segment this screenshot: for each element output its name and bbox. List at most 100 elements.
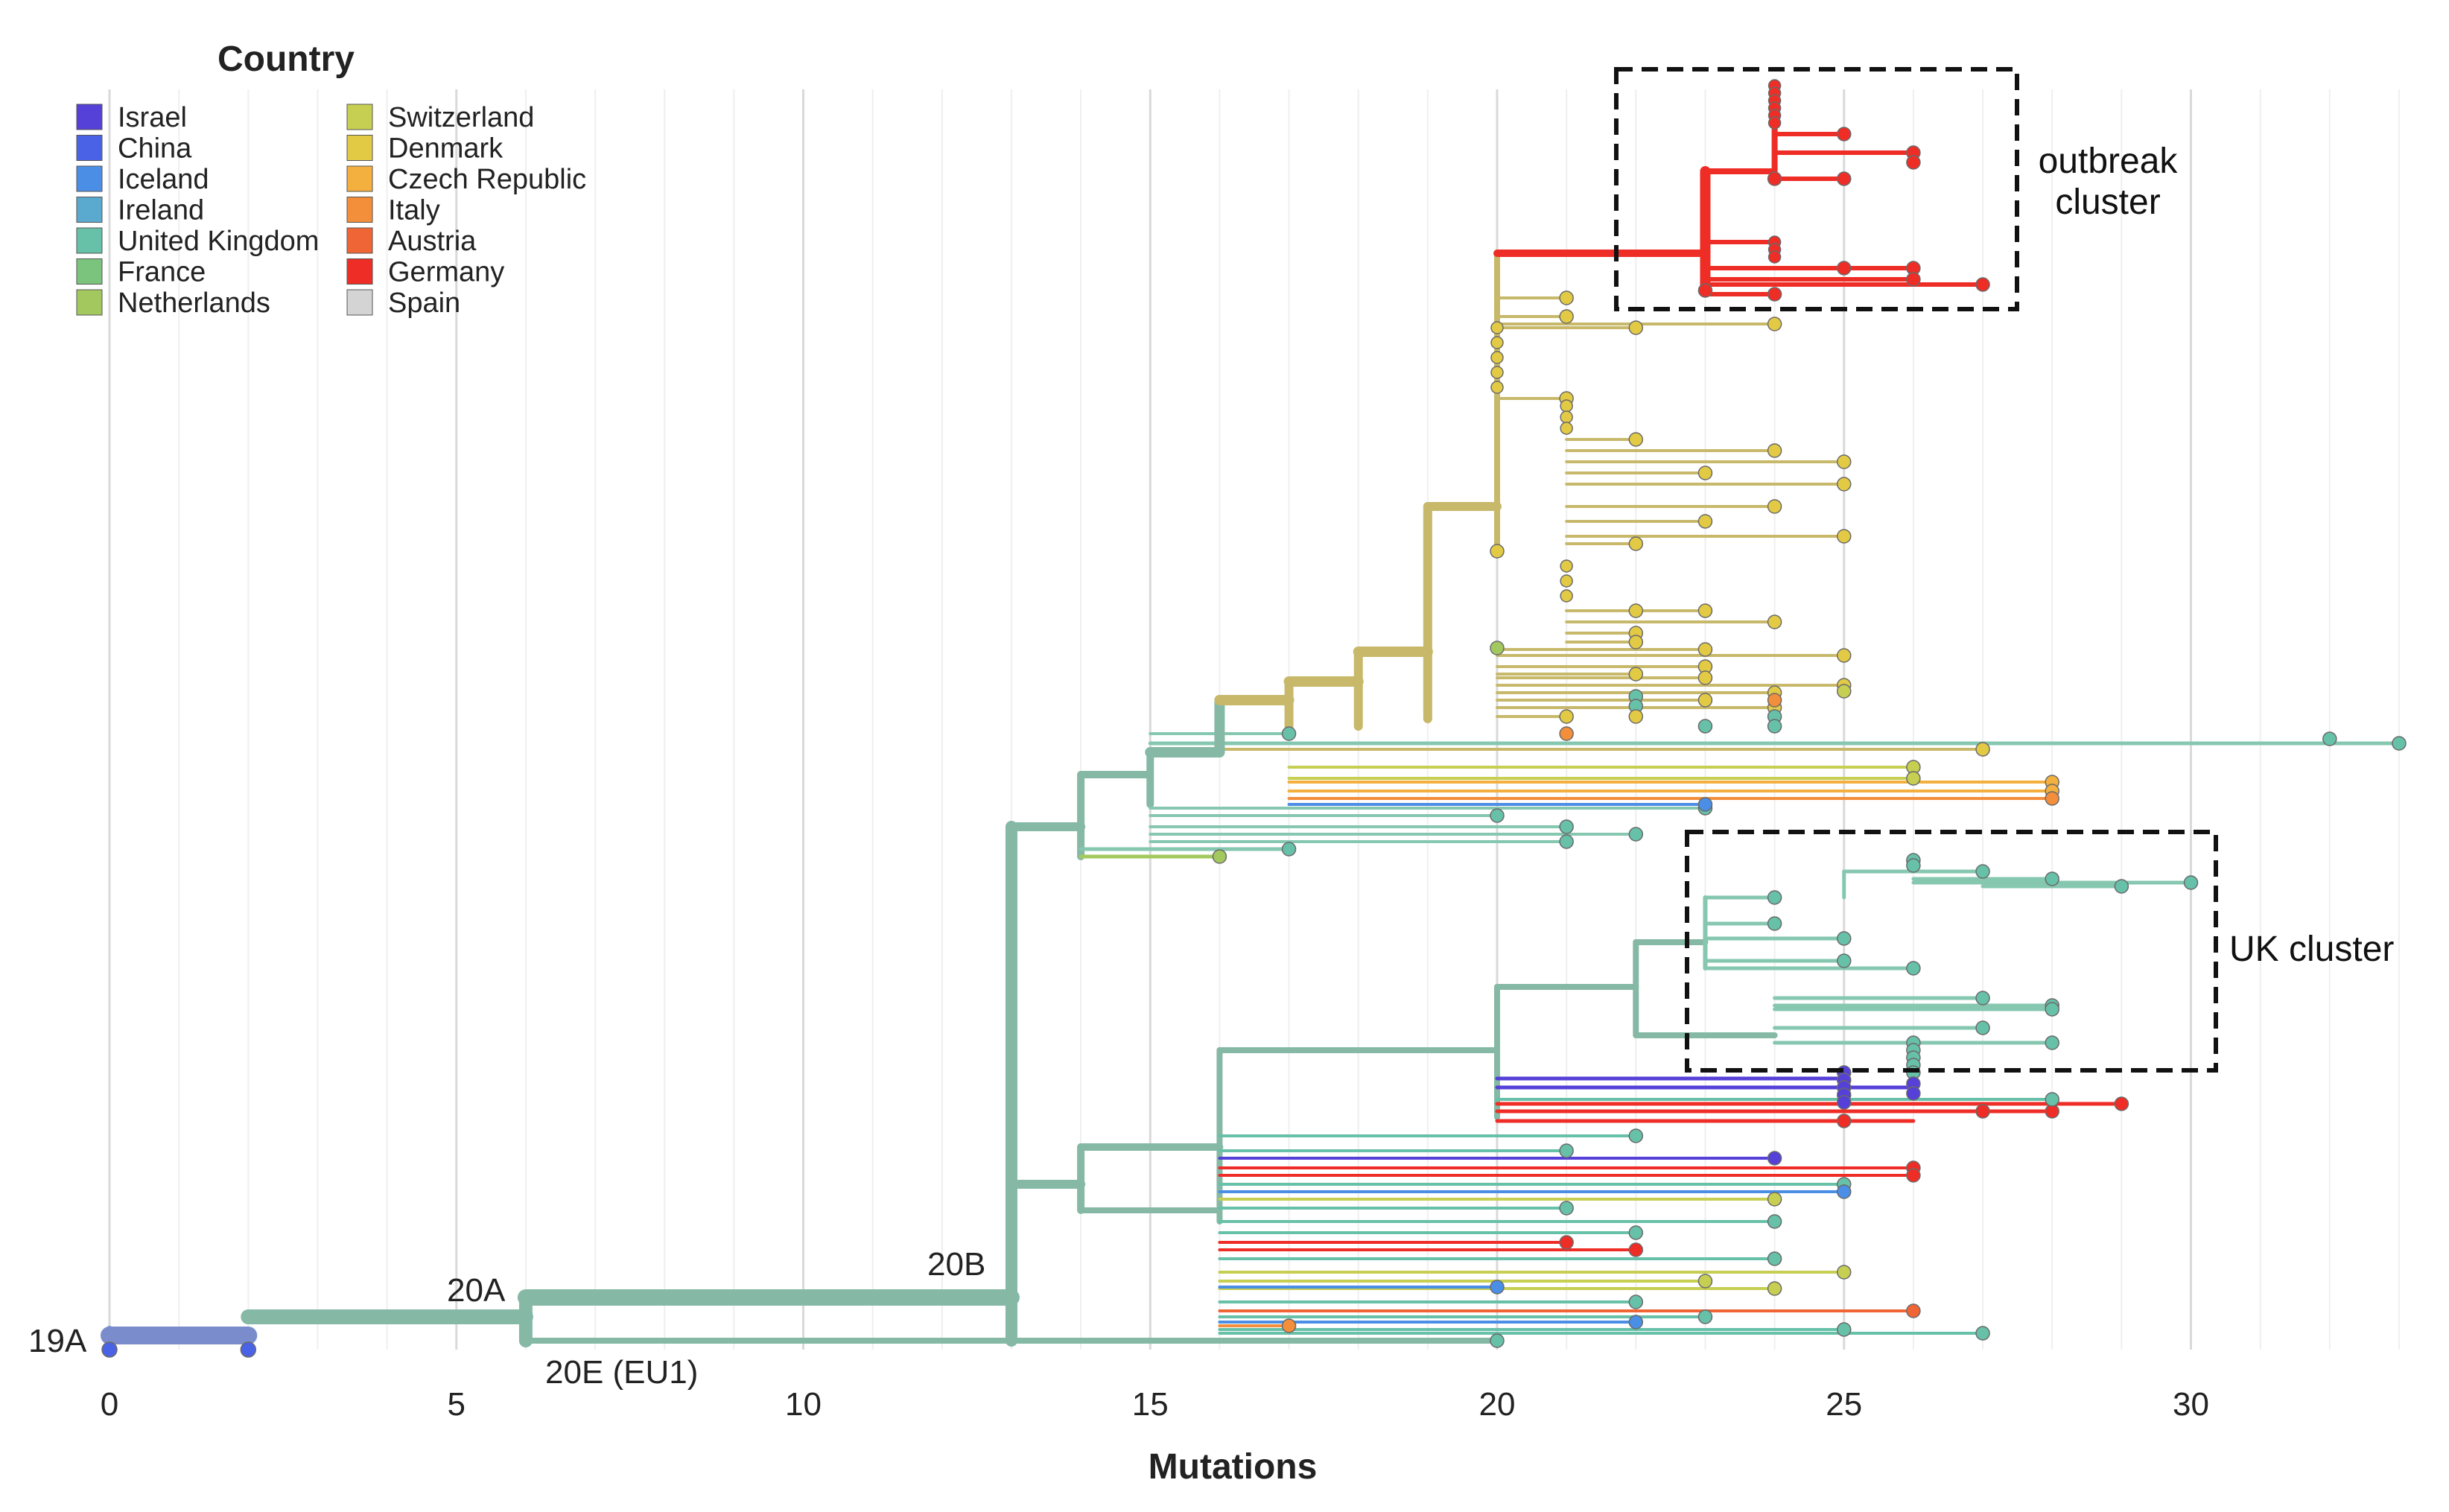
tree-tip xyxy=(1975,1326,1990,1341)
tree-tip xyxy=(1975,277,1990,292)
tree-tip xyxy=(1559,290,1574,305)
tree-tip xyxy=(1837,1265,1852,1280)
tree-tip xyxy=(1559,834,1574,849)
tree-tip xyxy=(1767,1151,1782,1166)
tree-tip xyxy=(1837,127,1852,142)
tree-tips xyxy=(101,79,2407,1358)
tree-tip xyxy=(1490,808,1505,823)
legend-swatch xyxy=(346,197,373,223)
tree-tip xyxy=(1906,858,1921,873)
legend-swatch xyxy=(346,227,373,254)
legend-swatch xyxy=(346,135,373,161)
tree-tip xyxy=(1628,667,1644,682)
tree-tip xyxy=(2114,1096,2129,1111)
tree-tip xyxy=(1837,684,1852,699)
tree-tip xyxy=(1975,1104,1990,1119)
tree-tip xyxy=(1767,1251,1782,1266)
tree-tip xyxy=(1975,864,1990,879)
tree-tip xyxy=(1281,726,1297,741)
tree-tip xyxy=(1906,155,1921,170)
legend: Country IsraelChinaIcelandIrelandUnited … xyxy=(76,39,586,319)
tree-tip xyxy=(1560,559,1573,573)
legend-swatch xyxy=(346,104,373,130)
tree-tip xyxy=(1628,1225,1644,1240)
tree-tip xyxy=(1697,719,1713,734)
tree-tip xyxy=(1628,1242,1644,1257)
legend-label: Denmark xyxy=(388,133,504,165)
x-tick-label: 10 xyxy=(785,1386,822,1423)
tree-tip xyxy=(1628,635,1644,649)
tree-tip xyxy=(1697,642,1713,657)
tree-tip xyxy=(1559,1143,1574,1158)
tree-tip xyxy=(1767,499,1782,514)
legend-title: Country xyxy=(217,39,355,79)
legend-swatch xyxy=(76,104,103,130)
tree-tip xyxy=(101,1341,118,1358)
tree-tip xyxy=(1628,1295,1644,1309)
x-tick-label: 15 xyxy=(1132,1386,1169,1423)
tree-tip xyxy=(1490,1280,1505,1295)
tree-tip xyxy=(1837,1095,1852,1110)
tree-tip xyxy=(1837,171,1852,186)
tree-tip xyxy=(1490,336,1504,349)
tree-tip xyxy=(1628,709,1644,724)
tree-tip xyxy=(2045,1092,2059,1107)
tree-tip xyxy=(1767,317,1782,331)
tree-tip xyxy=(1697,603,1713,618)
tree-tip xyxy=(1975,1020,1990,1035)
tree-tip xyxy=(1628,827,1644,842)
tree-tip xyxy=(1628,1315,1644,1330)
legend-label: Israel xyxy=(118,102,187,133)
tree-branches xyxy=(101,83,2401,1354)
legend-swatch xyxy=(346,258,373,285)
legend-label: Spain xyxy=(388,288,460,319)
tree-tip xyxy=(1697,797,1713,812)
tree-tip xyxy=(1490,1333,1505,1348)
tree-tip xyxy=(2392,736,2407,751)
tree-tip xyxy=(1767,116,1782,130)
tree-tip xyxy=(1837,648,1852,663)
legend-swatch xyxy=(76,258,103,285)
legend-swatch xyxy=(76,135,103,161)
x-tick-label: 30 xyxy=(2173,1386,2209,1423)
tree-tip xyxy=(1628,320,1644,335)
tree-tip xyxy=(1906,771,1921,786)
tree-tip xyxy=(1837,529,1852,544)
outbreak-cluster-box xyxy=(1614,67,2019,311)
tree-tip xyxy=(1906,1168,1921,1183)
tree-tip xyxy=(1560,399,1573,413)
tree-tip xyxy=(1628,1128,1644,1143)
tree-tip xyxy=(1767,250,1782,264)
tree-tip xyxy=(1697,670,1713,685)
tree-tip xyxy=(1697,466,1713,480)
tree-tip xyxy=(1490,641,1505,655)
tree-tip xyxy=(1628,432,1644,447)
x-tick-label: 20 xyxy=(1479,1386,1516,1423)
outbreak-cluster-label-line1: outbreak xyxy=(2039,142,2179,181)
tree-tip xyxy=(1767,916,1782,931)
tree-tip xyxy=(1212,849,1227,864)
x-tick-label: 25 xyxy=(1826,1386,1862,1423)
tree-tip xyxy=(1490,381,1504,394)
legend-swatch xyxy=(346,165,373,192)
uk-cluster-label: UK cluster xyxy=(2229,930,2394,969)
x-axis: 0 5 10 15 20 25 30 xyxy=(101,1386,2209,1423)
tree-tip xyxy=(1767,287,1782,302)
legend-label: China xyxy=(118,133,192,165)
tree-tip xyxy=(1837,953,1852,968)
tree-tip xyxy=(1767,1214,1782,1229)
tree-tip xyxy=(1767,171,1782,186)
tree-tip xyxy=(1697,1274,1713,1289)
tree-tip xyxy=(1767,1192,1782,1207)
legend-swatch xyxy=(76,197,103,223)
tree-tip xyxy=(240,1341,257,1358)
tree-tip xyxy=(1490,351,1504,364)
legend-label: Czech Republic xyxy=(388,164,586,195)
tree-tip xyxy=(1697,693,1713,708)
outbreak-cluster-label-line2: cluster xyxy=(2055,182,2160,222)
tree-tip xyxy=(2183,875,2199,890)
tree-tip xyxy=(2114,879,2129,894)
tree-tip xyxy=(1837,1114,1852,1128)
tree-tip xyxy=(1767,614,1782,629)
